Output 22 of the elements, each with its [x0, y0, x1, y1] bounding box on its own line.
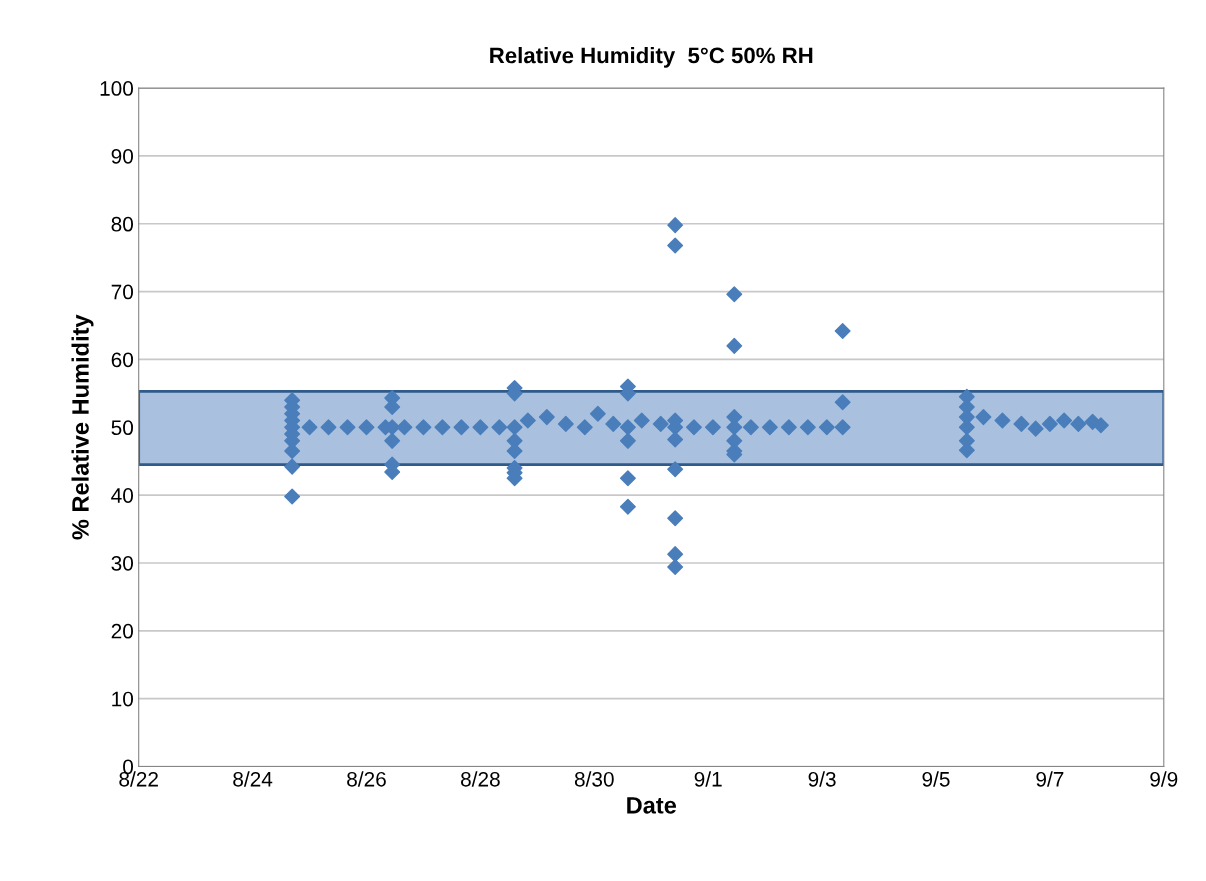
y-tick-label: 80 [111, 216, 134, 232]
x-tick-label: 9/9 [1150, 771, 1178, 787]
y-tick-label: 20 [111, 623, 134, 639]
x-tick-label: 9/1 [694, 771, 722, 787]
x-tick-label: 9/5 [922, 771, 950, 787]
y-tick-label: 70 [111, 284, 134, 300]
y-tick-label: 30 [111, 555, 134, 571]
x-tick-label: 8/28 [461, 771, 500, 787]
x-axis-title: Date [627, 797, 677, 814]
x-tick-label: 8/24 [233, 771, 273, 787]
y-tick-label: 10 [112, 691, 134, 707]
chart-title: Relative Humidity 5°C 50% RH [490, 47, 813, 68]
y-tick-label: 40 [111, 488, 134, 503]
x-tick-label: 8/26 [347, 771, 386, 787]
y-tick-label: 60 [111, 352, 134, 368]
x-tick-label: 8/30 [574, 771, 614, 787]
y-tick-label: 90 [111, 148, 134, 164]
x-tick-label: 9/7 [1036, 771, 1064, 787]
y-axis-title: % Relative Humidity [71, 314, 94, 540]
y-tick-label: 100 [100, 81, 134, 96]
x-tick-label: 9/3 [808, 771, 836, 787]
y-tick-label: 50 [111, 420, 134, 436]
